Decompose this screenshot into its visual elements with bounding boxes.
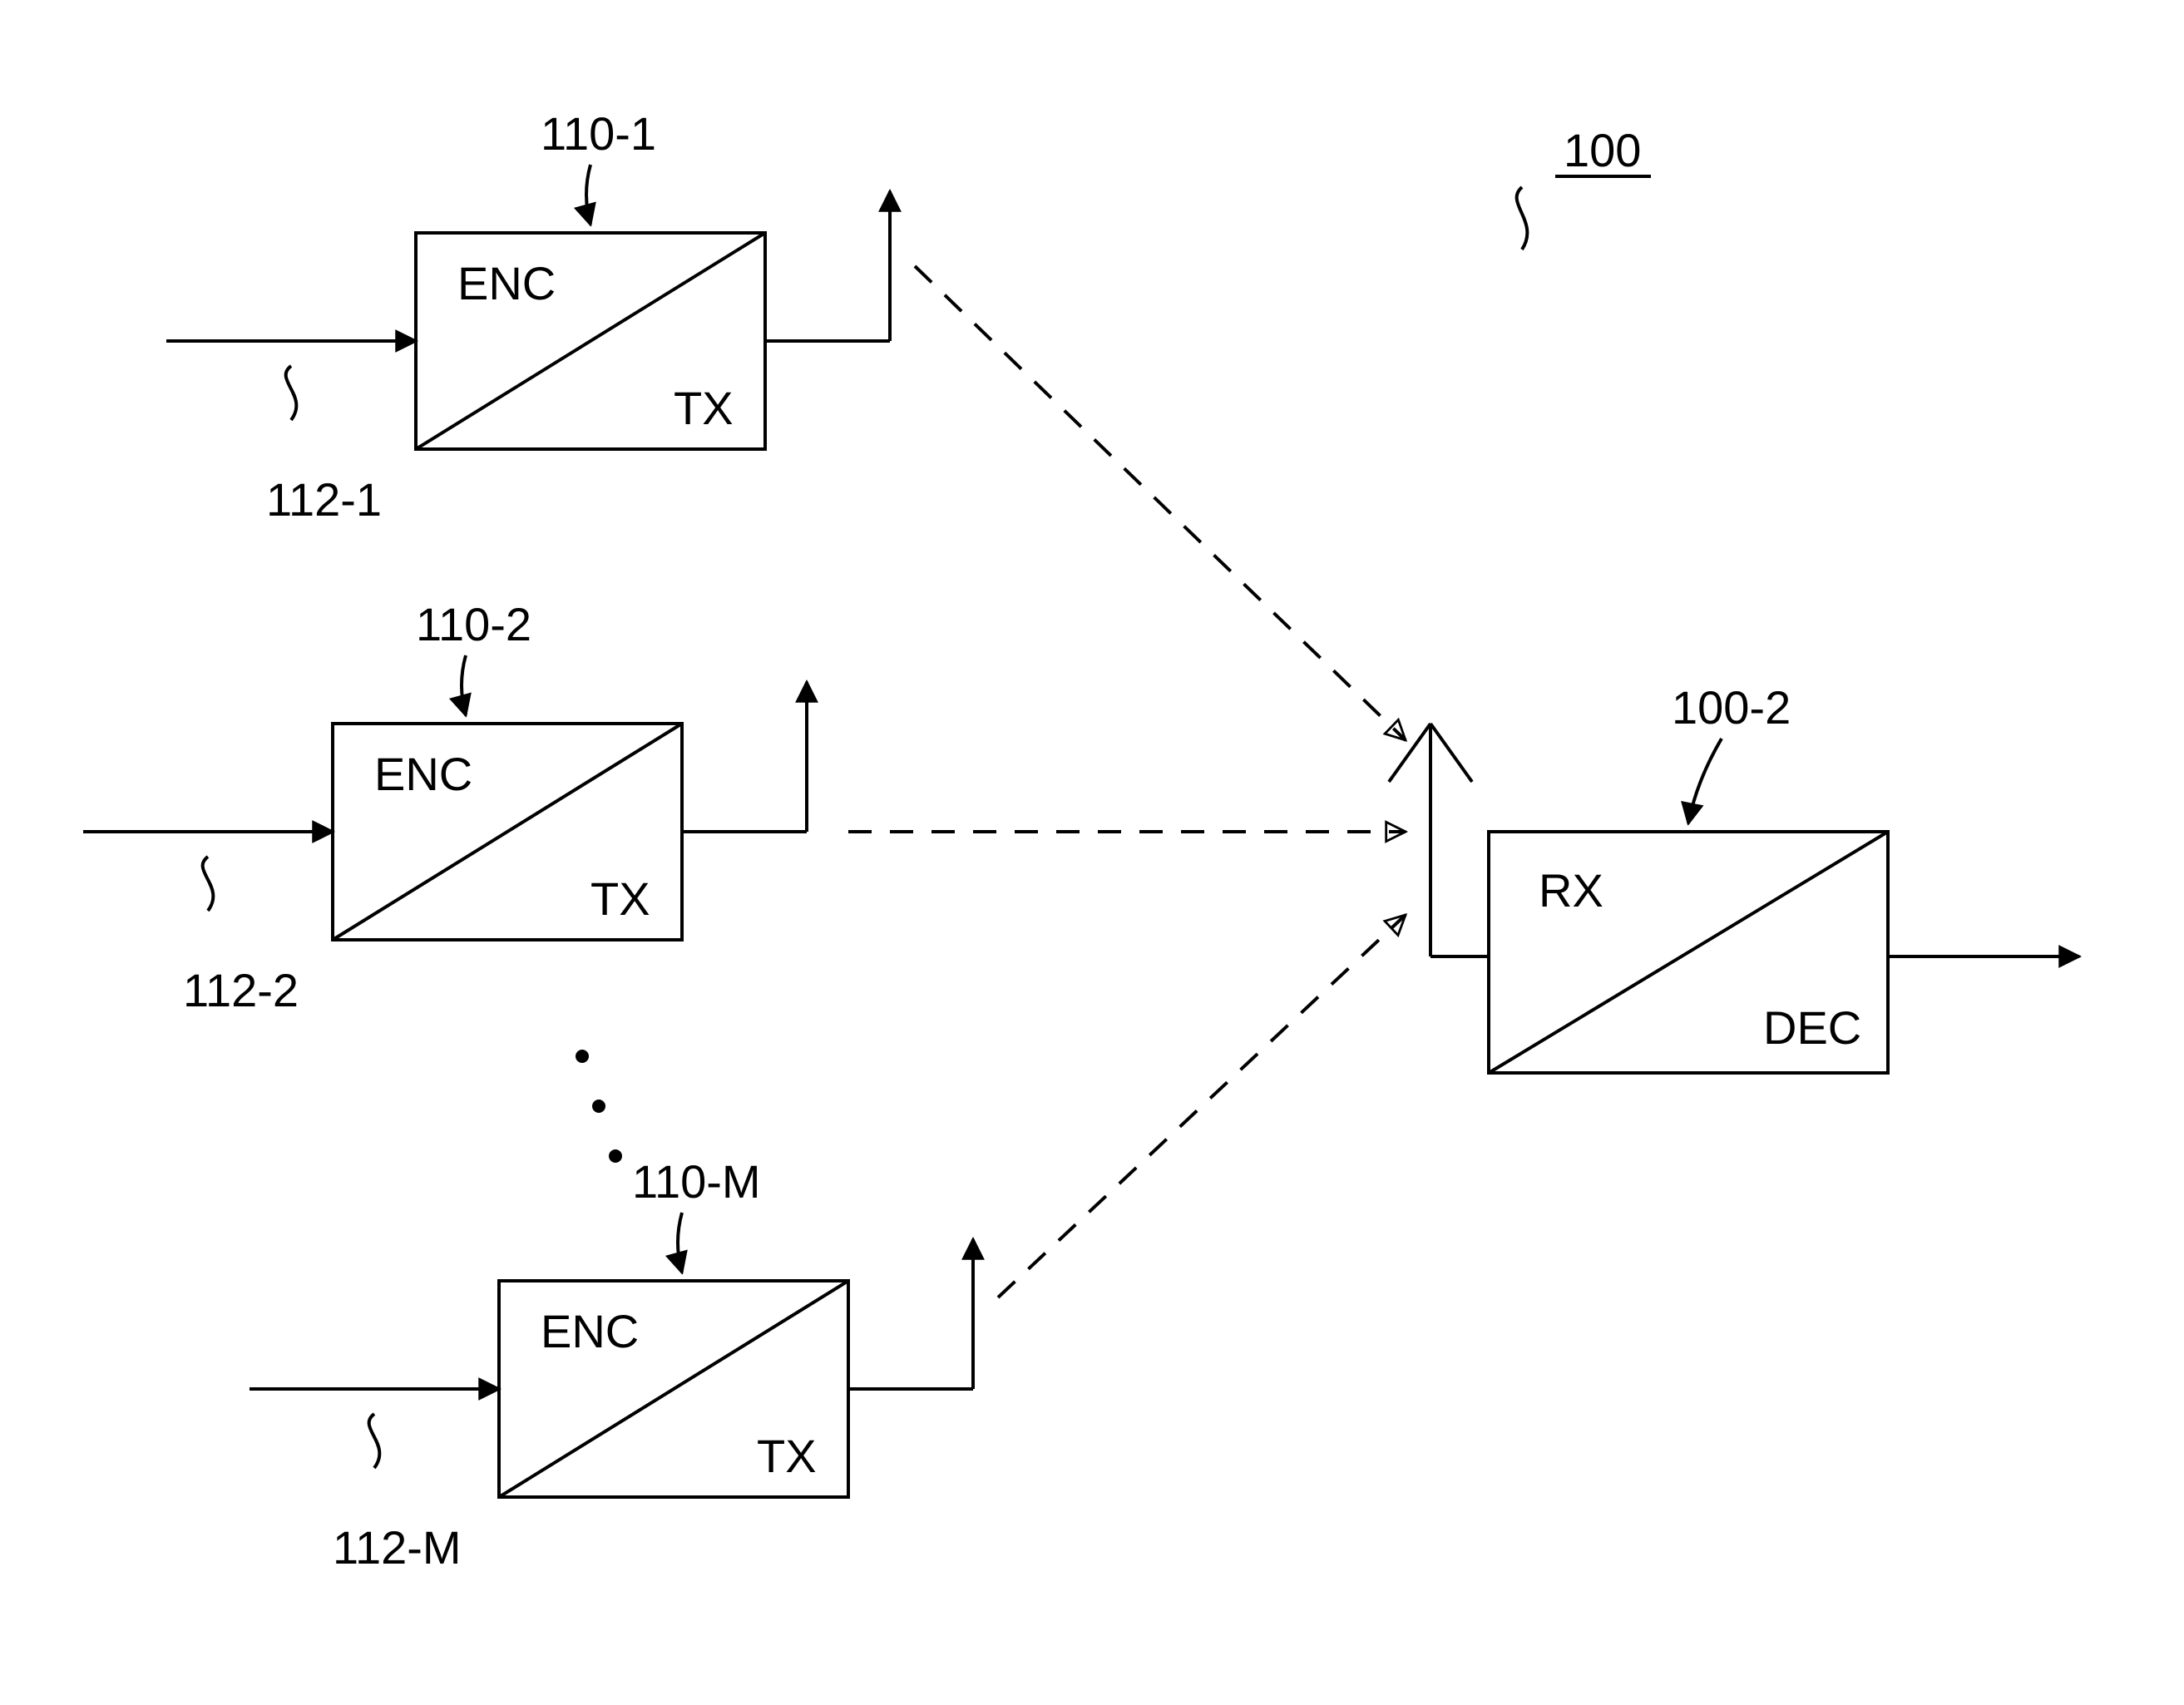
block-ref-label: 110-2 (416, 598, 531, 650)
block-ref-pointer (586, 165, 590, 225)
block-ref-pointer (462, 655, 466, 715)
input-ref-label: 112-2 (183, 964, 299, 1016)
wireless-link-0 (915, 266, 1406, 740)
wireless-link-2 (998, 915, 1406, 1297)
input-ref-label: 112-M (333, 1521, 462, 1574)
figure-ref-tick (1517, 187, 1528, 250)
rx-label: RX (1539, 864, 1603, 917)
ellipsis-dot (609, 1149, 622, 1163)
enc-label: ENC (541, 1305, 639, 1357)
rx-ref-pointer (1688, 739, 1722, 823)
tx-label: TX (757, 1430, 817, 1482)
input-ref-tick (369, 1414, 380, 1468)
rx-ref-label: 100-2 (1672, 681, 1791, 734)
tx-label: TX (590, 872, 650, 925)
figure-ref-label: 100 (1564, 124, 1641, 176)
rx-antenna-arm-r (1430, 724, 1472, 782)
enc-label: ENC (374, 748, 472, 800)
input-ref-tick (203, 857, 214, 911)
dec-label: DEC (1763, 1001, 1861, 1054)
input-ref-tick (286, 366, 297, 420)
tx-label: TX (674, 382, 734, 434)
block-ref-label: 110-1 (541, 107, 656, 160)
block-ref-pointer (678, 1213, 682, 1273)
enc-label: ENC (457, 257, 556, 309)
ellipsis-dot (576, 1050, 589, 1063)
input-ref-label: 112-1 (266, 473, 382, 526)
block-ref-label: 110-M (632, 1155, 761, 1208)
ellipsis-dot (592, 1100, 605, 1113)
